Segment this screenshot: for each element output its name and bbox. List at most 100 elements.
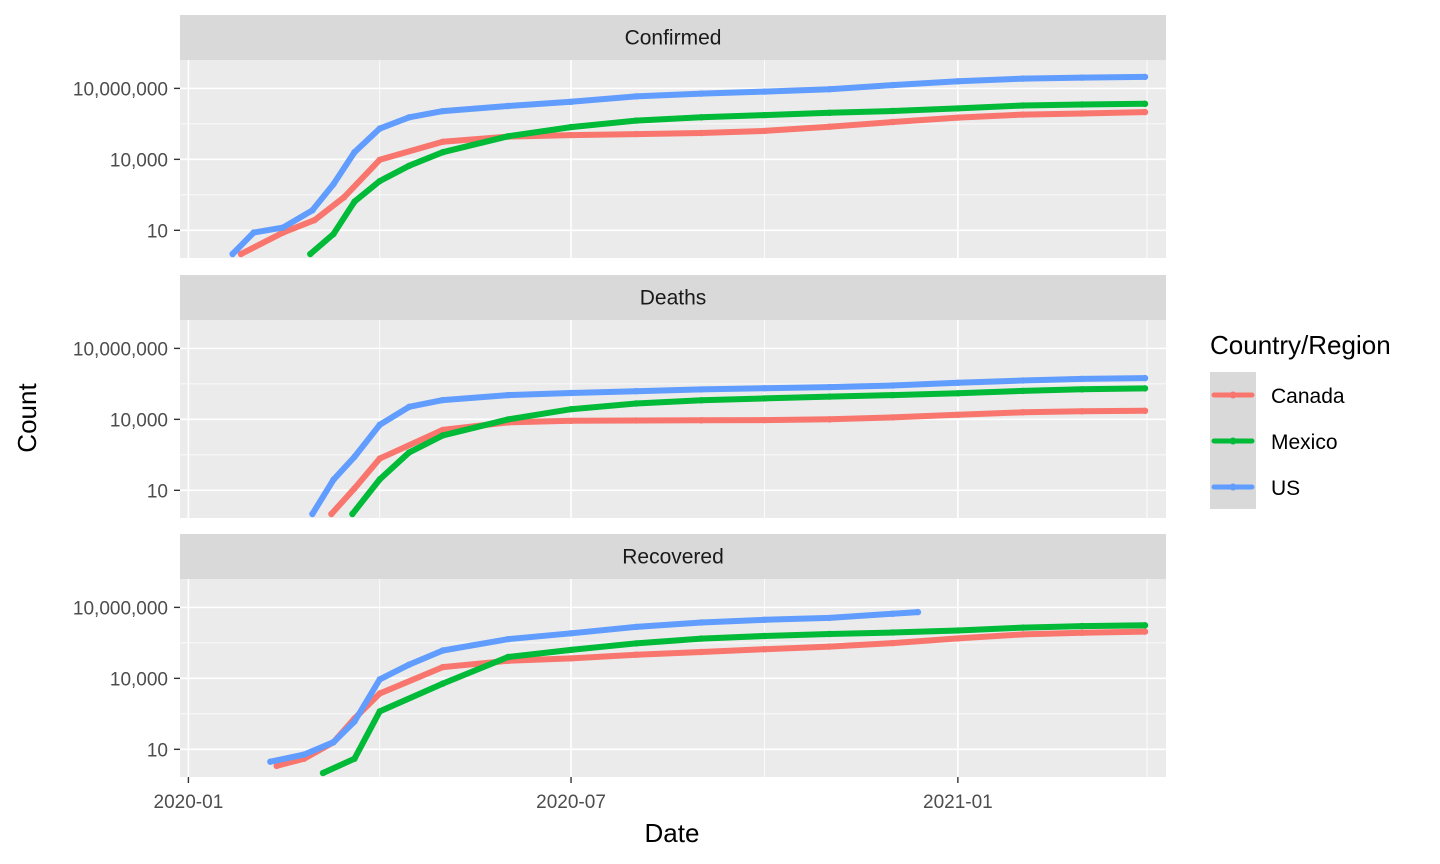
data-point-mexico [954, 627, 962, 634]
data-point-canada [376, 156, 383, 163]
data-point-mexico [826, 393, 833, 400]
data-point-us [351, 718, 358, 725]
data-point-mexico [307, 250, 314, 258]
x-axis: 2020-01 2020-07 2021-01 [154, 777, 993, 813]
data-point-mexico [406, 449, 413, 456]
data-point-us [761, 616, 768, 623]
legend-entry-canada: Canada [1211, 385, 1345, 408]
strip-recovered: Recovered [180, 534, 1166, 579]
data-point-us [439, 107, 446, 115]
data-point-us [761, 88, 768, 95]
data-point-canada [698, 417, 705, 424]
data-point-mexico [761, 632, 768, 640]
data-point-mexico [698, 397, 705, 404]
data-point-canada [1078, 408, 1086, 415]
x-axis-title: Date [645, 818, 700, 848]
data-point-us [351, 453, 358, 461]
data-point-us [376, 125, 383, 132]
data-point-us [229, 250, 236, 258]
strip-background [180, 275, 1166, 320]
data-point-mexico [698, 635, 705, 642]
legend: Country/Region Canada Mexico US [1210, 330, 1391, 509]
data-point-mexico [406, 162, 413, 169]
data-point-mexico [889, 107, 896, 115]
data-point-canada [698, 129, 705, 137]
data-point-mexico [954, 390, 962, 397]
y-tick-label: 10,000 [110, 410, 168, 431]
data-point-us [954, 78, 962, 85]
data-point-us [330, 180, 337, 188]
data-point-us [698, 90, 705, 97]
data-point-mexico [504, 653, 512, 661]
y-tick-label: 10 [147, 481, 168, 502]
data-point-us [633, 93, 640, 100]
data-point-mexico [1019, 102, 1027, 109]
data-point-canada [889, 639, 896, 647]
data-point-mexico [761, 111, 768, 119]
y-tick-label: 10,000 [110, 669, 168, 690]
data-point-canada [567, 131, 575, 139]
data-point-us [698, 619, 705, 626]
data-point-mexico [1078, 386, 1086, 393]
data-point-us [267, 758, 274, 765]
data-point-us [889, 610, 896, 617]
y-tick-label: 10,000,000 [73, 598, 168, 619]
data-point-us [1019, 75, 1027, 82]
data-point-us [504, 102, 512, 110]
legend-title: Country/Region [1210, 330, 1391, 360]
data-point-canada [761, 127, 768, 135]
data-point-us [889, 382, 896, 389]
data-point-canada [889, 414, 896, 421]
data-point-mexico [351, 198, 358, 205]
data-point-us [330, 476, 337, 483]
data-point-canada [279, 229, 287, 236]
data-point-us [406, 114, 413, 121]
y-axes: 10 10,000 10,000,000 10 10,000 10,000,000 10 10… [73, 79, 180, 761]
data-point-mexico [504, 133, 512, 140]
legend-entry-us: US [1211, 477, 1300, 500]
data-point-canada [954, 114, 962, 121]
data-point-canada [1141, 628, 1149, 635]
data-point-canada [633, 417, 640, 424]
strip-confirmed: Confirmed [180, 15, 1166, 60]
data-point-us [633, 388, 640, 395]
panel-confirmed [180, 60, 1166, 258]
data-point-us [300, 751, 308, 758]
data-point-canada [633, 651, 640, 658]
data-point-us [826, 614, 833, 622]
y-tick-label: 10,000,000 [73, 79, 168, 100]
legend-key-point [1229, 483, 1237, 491]
data-point-canada [1078, 110, 1086, 117]
data-point-canada [889, 118, 896, 126]
data-point-canada [1141, 407, 1149, 414]
strip-title: Deaths [640, 287, 707, 310]
data-point-us [826, 86, 833, 93]
data-point-canada [1019, 111, 1027, 118]
data-point-us [567, 98, 575, 106]
data-point-canada [1019, 631, 1027, 638]
data-point-canada [826, 123, 833, 130]
data-point-us [889, 81, 896, 89]
data-point-canada [439, 138, 446, 145]
data-point-us [309, 510, 316, 518]
series-line-us [229, 73, 1148, 257]
data-point-mexico [698, 114, 705, 121]
data-point-mexico [633, 640, 640, 647]
data-point-canada [633, 130, 640, 138]
strip-background [180, 534, 1166, 579]
legend-key-point [1229, 437, 1237, 445]
data-point-mexico [633, 400, 640, 407]
data-point-us [279, 224, 287, 231]
x-tick-label: 2020-01 [154, 792, 224, 813]
data-point-canada [567, 655, 575, 662]
x-tick-label: 2021-01 [923, 792, 993, 813]
panel-recovered [180, 579, 1166, 777]
data-point-us [330, 739, 337, 746]
data-point-mexico [889, 629, 896, 636]
data-point-canada [826, 643, 833, 650]
y-tick-label: 10,000 [110, 150, 168, 171]
data-point-mexico [761, 395, 768, 402]
data-point-canada [311, 216, 318, 224]
data-point-mexico [376, 177, 383, 185]
